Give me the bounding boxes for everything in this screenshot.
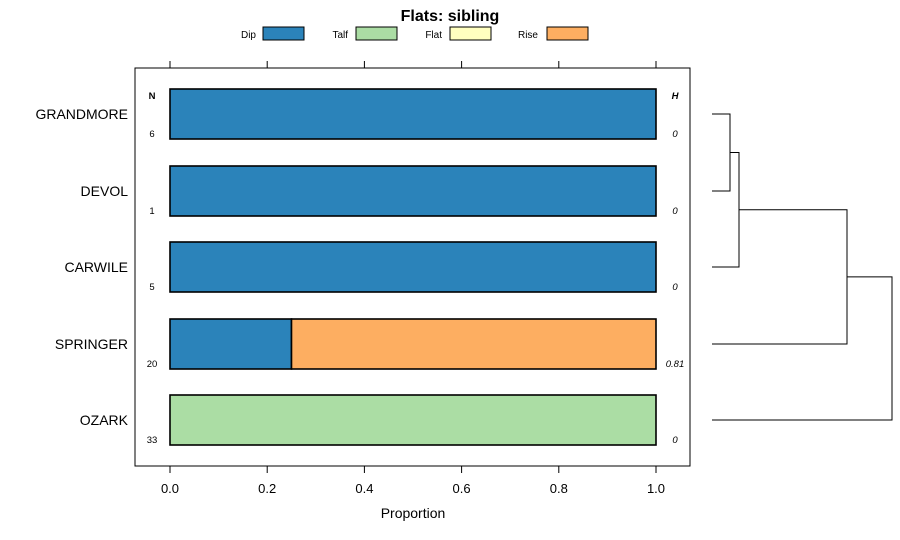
- legend-label-rise: Rise: [518, 30, 538, 41]
- h-value-grandmore: 0: [672, 129, 678, 140]
- n-value-devol: 1: [149, 206, 154, 217]
- n-value-springer: 20: [147, 359, 158, 370]
- bar-ozark-talf: [169, 394, 657, 446]
- x-tick-label: 0.6: [453, 481, 471, 496]
- x-tick-label: 0.8: [550, 481, 568, 496]
- dendrogram-branch: [712, 276, 893, 421]
- bar-springer-dip: [169, 318, 293, 370]
- legend-swatch-dip: [262, 26, 305, 41]
- plot-frame: [134, 67, 691, 467]
- n-value-ozark: 33: [147, 435, 158, 446]
- dendrogram: [712, 113, 893, 421]
- legend-swatch-talf: [355, 26, 398, 41]
- h-header: H: [672, 91, 680, 102]
- bar-grandmore-dip: [169, 88, 657, 140]
- h-value-devol: 0: [672, 206, 678, 217]
- h-value-ozark: 0: [672, 435, 678, 446]
- category-label-grandmore: GRANDMORE: [35, 106, 128, 122]
- legend-swatch-flat: [449, 26, 492, 41]
- bar-springer-rise: [290, 318, 657, 370]
- x-tick-label: 0.0: [161, 481, 179, 496]
- legend-label-talf: Talf: [332, 30, 348, 41]
- legend-label-flat: Flat: [425, 30, 442, 41]
- legend-swatch-rise: [546, 26, 589, 41]
- legend-label-dip: Dip: [241, 30, 256, 41]
- x-tick-label: 0.2: [258, 481, 276, 496]
- category-labels: GRANDMORE 6 0 DEVOL 1 0 CARWILE 5 0 SPRINGER 20 0.8…: [35, 106, 684, 446]
- category-label-springer: SPRINGER: [55, 336, 128, 352]
- x-tick-label: 1.0: [647, 481, 665, 496]
- x-axis: 0.0 0.2 0.4 0.6 0.8 1.0: [161, 61, 665, 496]
- n-value-grandmore: 6: [149, 129, 154, 140]
- bars: [169, 88, 657, 446]
- category-label-carwile: CARWILE: [64, 259, 128, 275]
- dendrogram-branch: [712, 209, 848, 345]
- legend: Dip Talf Flat Rise: [241, 26, 589, 41]
- h-value-carwile: 0: [672, 282, 678, 293]
- n-value-carwile: 5: [149, 282, 154, 293]
- h-value-springer: 0.81: [666, 359, 685, 370]
- category-label-ozark: OZARK: [80, 412, 129, 428]
- category-label-devol: DEVOL: [81, 183, 129, 199]
- dendrogram-branch: [712, 113, 731, 192]
- dendrogram-branch: [712, 152, 740, 268]
- bar-carwile-dip: [169, 241, 657, 293]
- bar-devol-dip: [169, 165, 657, 217]
- x-tick-label: 0.4: [355, 481, 373, 496]
- n-header: N: [149, 91, 156, 102]
- x-axis-title: Proportion: [381, 505, 446, 521]
- chart-title: Flats: sibling: [401, 8, 500, 25]
